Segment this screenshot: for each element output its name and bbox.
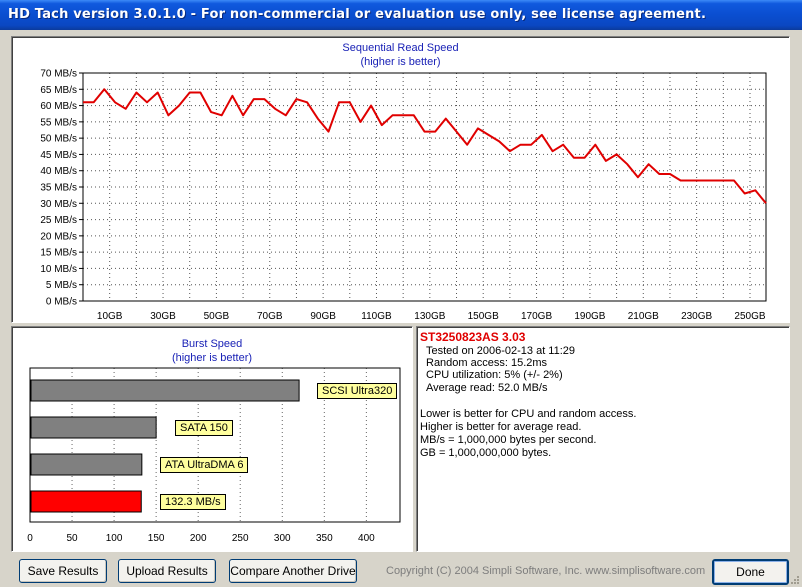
burst-xtick-label: 250	[232, 533, 249, 544]
burst-bar	[30, 379, 300, 402]
tested-date: Tested on 2006-02-13 at 11:29	[426, 345, 576, 357]
sequential-title: Sequential Read Speed (higher is better)	[12, 41, 789, 69]
upload-results-button[interactable]: Upload Results	[118, 559, 216, 583]
done-label: Done	[736, 565, 765, 579]
burst-xtick-label: 100	[106, 533, 123, 544]
seq-ytick-label: 15 MB/s	[40, 248, 77, 259]
seq-xtick-label: 70GB	[257, 311, 283, 322]
burst-title-line1: Burst Speed	[181, 338, 243, 350]
seq-ytick-label: 50 MB/s	[40, 134, 77, 145]
save-results-button[interactable]: Save Results	[19, 559, 107, 583]
upload-results-label: Upload Results	[126, 564, 208, 578]
seq-xtick-label: 50GB	[204, 311, 230, 322]
seq-ytick-label: 5 MB/s	[46, 280, 77, 291]
seq-ytick-label: 30 MB/s	[40, 199, 77, 210]
seq-plot-frame	[82, 72, 767, 302]
seq-xtick-label: 90GB	[310, 311, 336, 322]
seq-xtick-label: 210GB	[628, 311, 659, 322]
burst-xtick-label: 0	[27, 533, 33, 544]
seq-xtick-label: 170GB	[521, 311, 552, 322]
burst-xtick-label: 350	[316, 533, 333, 544]
average-read: Average read: 52.0 MB/s	[426, 382, 548, 394]
seq-xtick-label: 250GB	[734, 311, 765, 322]
seq-xtick-label: 150GB	[468, 311, 499, 322]
burst-bar-label: ATA UltraDMA 6	[160, 457, 249, 473]
seq-xtick-label: 30GB	[150, 311, 176, 322]
seq-ytick-label: 45 MB/s	[40, 150, 77, 161]
burst-xtick-label: 150	[148, 533, 165, 544]
title-bar[interactable]: HD Tach version 3.0.1.0 - For non-commer…	[0, 0, 802, 30]
burst-xtick-label: 200	[190, 533, 207, 544]
seq-xtick-label: 130GB	[414, 311, 445, 322]
resize-grip-icon[interactable]	[790, 575, 800, 585]
sequential-read-panel: Sequential Read Speed (higher is better)	[11, 36, 790, 323]
burst-xtick-label: 50	[66, 533, 78, 544]
seq-ytick-label: 70 MB/s	[40, 69, 77, 80]
seq-ytick-label: 25 MB/s	[40, 215, 77, 226]
info-panel	[416, 326, 790, 552]
seq-ytick-label: 60 MB/s	[40, 101, 77, 112]
seq-xtick-label: 10GB	[97, 311, 123, 322]
burst-bar	[30, 490, 142, 513]
compare-drive-label: Compare Another Drive	[230, 564, 356, 578]
window-title: HD Tach version 3.0.1.0 - For non-commer…	[8, 7, 707, 22]
seq-ytick-label: 20 MB/s	[40, 231, 77, 242]
seq-ytick-label: 35 MB/s	[40, 183, 77, 194]
seq-xtick-label: 110GB	[361, 311, 392, 322]
burst-bar	[30, 453, 143, 476]
note-mbs: MB/s = 1,000,000 bytes per second.	[420, 434, 597, 446]
compare-drive-button[interactable]: Compare Another Drive	[229, 559, 357, 583]
burst-title-line2: (higher is better)	[171, 352, 253, 364]
burst-bar-label: SATA 150	[175, 420, 233, 436]
cpu-utilization: CPU utilization: 5% (+/- 2%)	[426, 369, 563, 381]
seq-ytick-label: 65 MB/s	[40, 85, 77, 96]
burst-bar	[30, 416, 157, 439]
burst-speed-panel: Burst Speed (higher is better)	[11, 326, 413, 552]
sequential-title-line1: Sequential Read Speed	[342, 42, 459, 54]
seq-xtick-label: 190GB	[574, 311, 605, 322]
sequential-title-line2: (higher is better)	[360, 56, 441, 68]
note-lower: Lower is better for CPU and random acces…	[420, 408, 637, 420]
burst-bar-label: SCSI Ultra320	[317, 383, 398, 399]
save-results-label: Save Results	[27, 564, 99, 578]
burst-title: Burst Speed (higher is better)	[12, 337, 412, 365]
seq-ytick-label: 0 MB/s	[46, 297, 77, 308]
note-gb: GB = 1,000,000,000 bytes.	[420, 447, 552, 459]
burst-bar-label: 132.3 MB/s	[160, 494, 226, 510]
burst-xtick-label: 400	[358, 533, 375, 544]
seq-ytick-label: 10 MB/s	[40, 264, 77, 275]
random-access: Random access: 15.2ms	[426, 357, 548, 369]
burst-xtick-label: 300	[274, 533, 291, 544]
drive-name: ST3250823AS 3.03	[420, 330, 526, 344]
burst-plot-frame	[29, 367, 401, 523]
seq-ytick-label: 40 MB/s	[40, 166, 77, 177]
note-higher: Higher is better for average read.	[420, 421, 582, 433]
done-button[interactable]: Done	[712, 559, 789, 585]
seq-read-line	[83, 88, 767, 204]
seq-ytick-label: 55 MB/s	[40, 117, 77, 128]
copyright-text: Copyright (C) 2004 Simpli Software, Inc.…	[386, 565, 706, 577]
seq-xtick-label: 230GB	[681, 311, 712, 322]
